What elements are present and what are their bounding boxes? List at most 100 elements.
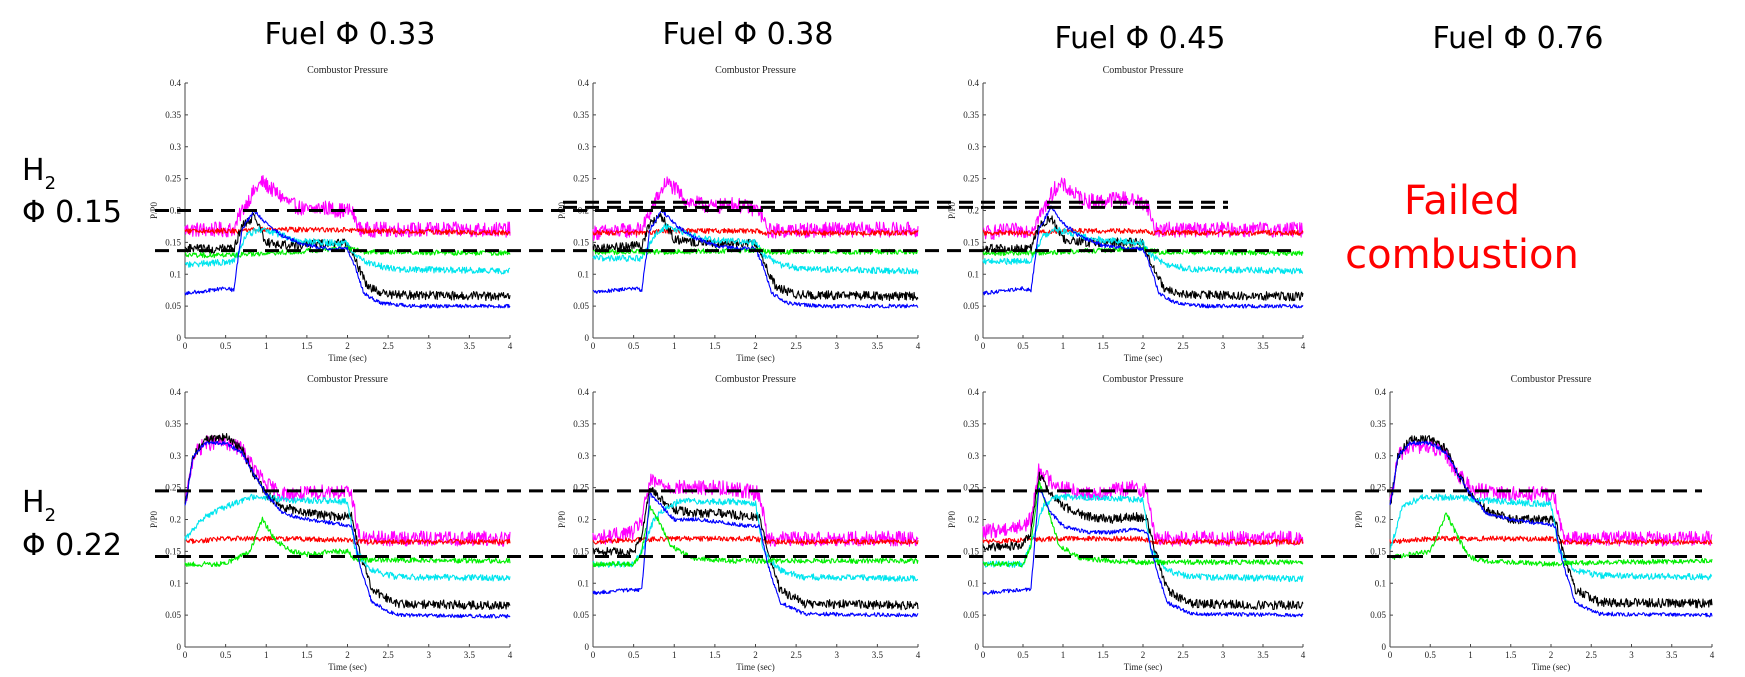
y-tick-label: 0 [975,333,980,343]
y-tick-label: 0.05 [963,301,979,311]
x-tick-label: 2 [753,341,758,351]
chart-r2c3: Combustor Pressure 0 0.5 1 1.5 2 2.5 3 3.5 4 0 0.05… [947,374,1306,672]
x-tick-label: 2 [1141,341,1146,351]
series-line-green [184,516,511,568]
x-tick-label: 1 [264,341,269,351]
y-tick-label: 0.1 [578,578,589,588]
y-tick-label: 0.35 [165,110,181,120]
y-tick-label: 0.35 [1370,419,1386,429]
column-title-1: Fuel Φ 0.33 [265,17,436,52]
y-tick-label: 0 [585,333,590,343]
x-tick-label: 0 [183,341,188,351]
y-tick-label: 0.15 [963,237,979,247]
row-label-2-h: H2 [22,485,56,526]
x-tick-label: 3 [427,341,432,351]
x-tick-label: 3.5 [464,341,476,351]
chart-title: Combustor Pressure [1511,374,1592,385]
chart-r1c1: Combustor Pressure 0 0.5 1 1.5 2 2.5 3 3.5 4 0 0.05… [149,65,513,363]
series-line-green [1389,512,1713,567]
series-line-blue [1389,440,1713,618]
x-tick-label: 4 [916,650,921,660]
y-tick-label: 0.2 [968,515,979,525]
x-tick-label: 0.5 [628,650,640,660]
chart-r2c1: Combustor Pressure 0 0.5 1 1.5 2 2.5 3 3.5 4 0 0.05… [149,374,513,672]
series-line-magenta [982,463,1304,547]
x-tick-label: 1.5 [301,341,313,351]
x-axis-label: Time (sec) [1124,353,1162,363]
y-tick-label: 0 [1382,642,1387,652]
series-line-magenta [184,175,511,238]
series-line-black [1389,435,1713,609]
x-tick-label: 4 [1710,650,1715,660]
y-tick-label: 0 [975,642,980,652]
series-line-cyan [184,493,511,582]
x-axis-label: Time (sec) [328,353,366,363]
x-tick-label: 0.5 [1017,341,1029,351]
y-tick-label: 0.2 [170,206,181,216]
y-tick-label: 0.05 [165,610,181,620]
y-tick-label: 0.25 [165,174,181,184]
y-tick-label: 0.3 [1375,451,1387,461]
y-tick-label: 0.3 [968,451,980,461]
x-tick-label: 2.5 [383,650,395,660]
y-tick-label: 0.2 [968,206,979,216]
series-line-red [184,535,511,545]
x-tick-label: 0 [1388,650,1393,660]
chart-r2c4: Combustor Pressure 0 0.5 1 1.5 2 2.5 3 3.5 4 0 0.05… [1354,374,1715,672]
x-tick-label: 0.5 [220,650,232,660]
y-tick-label: 0 [177,642,182,652]
x-axis-label: Time (sec) [328,662,366,672]
x-axis-label: Time (sec) [1124,662,1162,672]
x-tick-label: 1 [264,650,269,660]
x-tick-label: 1 [1061,341,1066,351]
x-tick-label: 4 [1301,650,1306,660]
y-tick-label: 0.35 [963,110,979,120]
x-tick-label: 3.5 [872,341,884,351]
row-labels: H2 Φ 0.15 H2 Φ 0.22 [22,153,122,563]
y-tick-label: 0.4 [170,387,182,397]
x-tick-label: 0 [981,341,986,351]
x-tick-label: 0.5 [1425,650,1437,660]
x-tick-label: 2.5 [791,341,803,351]
y-axis-label: P/P0 [557,510,567,528]
y-tick-label: 0.4 [578,387,590,397]
y-tick-label: 0.25 [165,483,181,493]
row-label-2-phi: Φ 0.22 [22,528,122,563]
x-tick-label: 1.5 [1505,650,1517,660]
x-tick-label: 4 [508,650,513,660]
x-tick-label: 1 [1061,650,1066,660]
failed-combustion-note: Failed combustion [1345,178,1579,278]
x-tick-label: 2 [1549,650,1554,660]
x-tick-label: 1.5 [301,650,313,660]
y-tick-label: 0 [585,642,590,652]
chart-title: Combustor Pressure [1103,65,1184,76]
chart-r1c2: Combustor Pressure 0 0.5 1 1.5 2 2.5 3 3.5 4 0 0.05… [557,65,921,363]
series-line-cyan [1389,493,1713,581]
failed-text-line-2: combustion [1345,232,1579,278]
series-line-cyan [592,497,919,582]
series-line-magenta [982,177,1304,241]
x-tick-label: 3 [1629,650,1634,660]
y-tick-label: 0.35 [573,419,589,429]
chart-r2c2: Combustor Pressure 0 0.5 1 1.5 2 2.5 3 3.5 4 0 0.05… [557,374,921,672]
y-tick-label: 0.25 [573,483,589,493]
x-tick-label: 3.5 [464,650,476,660]
x-tick-label: 1 [672,341,677,351]
x-tick-label: 2.5 [1586,650,1598,660]
series-line-black [184,433,511,611]
y-tick-label: 0.35 [963,419,979,429]
x-tick-label: 3 [1221,341,1226,351]
y-tick-label: 0.1 [1375,578,1386,588]
y-tick-label: 0.4 [968,78,980,88]
y-tick-label: 0.25 [963,174,979,184]
x-tick-label: 2.5 [1177,650,1189,660]
x-tick-label: 3 [835,650,840,660]
chart-r1c3: Combustor Pressure 0 0.5 1 1.5 2 2.5 3 3.5 4 0 0.05… [947,65,1306,363]
x-tick-label: 4 [916,341,921,351]
series-line-red [982,535,1304,545]
x-tick-label: 3.5 [1666,650,1678,660]
series-line-blue [982,487,1304,618]
y-tick-label: 0.35 [165,419,181,429]
y-tick-label: 0.15 [165,237,181,247]
y-tick-label: 0.25 [963,483,979,493]
